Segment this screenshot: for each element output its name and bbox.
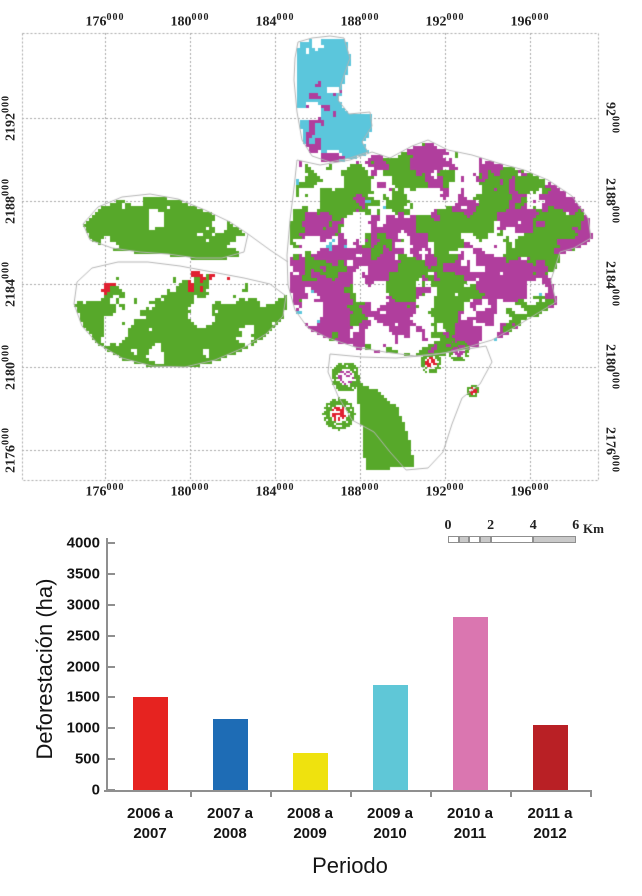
- map-x-tick-label: 176000: [85, 12, 125, 30]
- scale-bar-segment: [533, 536, 576, 543]
- x-category-label: 2010 a 2011: [447, 805, 493, 842]
- y-tick-mark: [108, 665, 115, 668]
- y-tick-mark: [108, 758, 115, 761]
- map-x-tick-label: 188000: [340, 482, 380, 500]
- map-x-tick-label: 180000: [170, 12, 210, 30]
- map-y-tick-label: 2184000: [0, 261, 19, 307]
- scale-bar-number: 4: [529, 518, 537, 533]
- map-x-tick-label: 196000: [510, 12, 550, 30]
- map-y-tick-label: 2176000: [602, 427, 621, 473]
- x-tick-mark: [590, 790, 592, 797]
- x-category-label: 2009 a 2010: [367, 805, 413, 842]
- x-tick-mark: [270, 790, 272, 797]
- scale-bar-segment: [448, 536, 459, 543]
- bar-2008-a-2009: [292, 752, 328, 790]
- scale-bar-segment: [479, 536, 491, 543]
- x-category-label: 2007 a 2008: [207, 805, 253, 842]
- map-x-tick-label: 192000: [425, 12, 465, 30]
- x-tick-mark: [190, 790, 192, 797]
- y-tick-mark: [108, 572, 115, 575]
- y-tick-label: 3000: [66, 596, 100, 614]
- chart-y-axis-line: [106, 538, 108, 792]
- map-y-tick-label: 2176000: [0, 427, 19, 473]
- scale-bar-segment: [490, 536, 534, 543]
- x-category-label: 2008 a 2009: [287, 805, 333, 842]
- y-tick-label: 2000: [66, 658, 100, 675]
- bar-2009-a-2010: [372, 685, 408, 790]
- deforestation-map: [0, 0, 642, 512]
- map-x-tick-label: 196000: [510, 482, 550, 500]
- chart-x-axis-line: [104, 790, 592, 792]
- y-tick-label: 2500: [66, 627, 100, 645]
- map-y-tick-label: 92000: [602, 102, 621, 134]
- y-tick-mark: [108, 603, 115, 606]
- y-tick-label: 1500: [66, 688, 100, 706]
- map-x-tick-label: 184000: [255, 482, 295, 500]
- y-tick-label: 4000: [66, 534, 100, 552]
- x-category-label: 2011 a 2012: [527, 805, 573, 842]
- y-tick-mark: [108, 542, 115, 544]
- scale-bar-unit: Km: [583, 521, 604, 536]
- map-y-tick-label: 2180000: [602, 344, 621, 390]
- y-tick-label: 1000: [66, 719, 100, 737]
- scale-bar-number: 0: [444, 518, 452, 533]
- bar-2006-a-2007: [132, 697, 168, 790]
- map-x-tick-label: 188000: [340, 12, 380, 30]
- y-tick-mark: [108, 634, 115, 637]
- x-tick-mark: [350, 790, 352, 797]
- scale-bar-number: 2: [487, 518, 495, 533]
- bar-2011-a-2012: [532, 725, 568, 790]
- map-y-tick-label: 2188000: [0, 178, 19, 224]
- map-y-tick-label: 2180000: [0, 344, 19, 390]
- map-y-tick-label: 2184000: [602, 261, 621, 307]
- scale-bar-number: 6: [572, 518, 580, 533]
- chart-x-axis-title: Periodo: [312, 853, 388, 878]
- scale-bar-segment: [458, 536, 470, 543]
- x-tick-mark: [430, 790, 432, 797]
- x-category-label: 2006 a 2007: [127, 805, 173, 842]
- map-x-tick-label: 176000: [85, 482, 125, 500]
- x-tick-mark: [510, 790, 512, 797]
- y-tick-label: 3500: [66, 565, 100, 583]
- y-tick-label: 500: [74, 750, 100, 768]
- y-tick-mark: [108, 727, 115, 730]
- bar-2010-a-2011: [452, 617, 488, 790]
- scale-bar-segment: [469, 536, 480, 543]
- y-tick-mark: [108, 789, 115, 791]
- y-tick-label: 0: [91, 781, 100, 799]
- bar-2007-a-2008: [212, 718, 248, 790]
- map-x-tick-label: 180000: [170, 482, 210, 500]
- map-y-tick-label: 2192000: [0, 95, 19, 141]
- y-tick-mark: [108, 696, 115, 699]
- map-x-tick-label: 192000: [425, 482, 465, 500]
- map-x-tick-label: 184000: [255, 12, 295, 30]
- map-y-tick-label: 2188000: [602, 178, 621, 224]
